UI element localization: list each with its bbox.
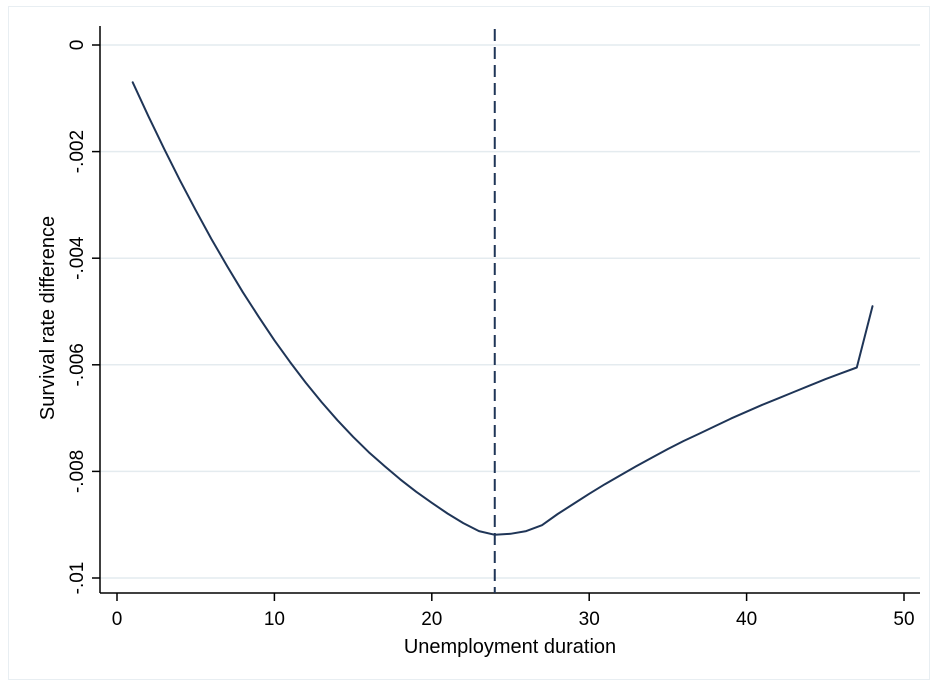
x-tick-label: 20 — [421, 609, 442, 630]
chart-frame — [8, 6, 930, 680]
x-tick-label: 30 — [579, 609, 600, 630]
series-layer — [131, 81, 874, 536]
y-axis-title: Survival rate difference — [37, 216, 59, 420]
y-tick-label: -.008 — [67, 450, 88, 493]
y-tick-label: -.002 — [67, 130, 88, 173]
x-tick-label: 10 — [264, 609, 285, 630]
x-axis-title: Unemployment duration — [404, 636, 616, 658]
x-tick-label: 50 — [893, 609, 914, 630]
y-tick-label: 0 — [67, 40, 88, 51]
tick-labels: 0 -.002 -.004 -.006 -.008 -.01 0 10 20 30 40 50 — [67, 40, 915, 630]
series-line — [131, 81, 874, 536]
grid-lines — [100, 44, 920, 579]
x-tick-label: 0 — [112, 609, 123, 630]
x-tick-label: 40 — [736, 609, 757, 630]
y-tick-label: -.006 — [67, 343, 88, 386]
axes — [92, 26, 920, 601]
y-tick-label: -.004 — [67, 236, 88, 280]
y-tick-label: -.01 — [67, 562, 88, 595]
